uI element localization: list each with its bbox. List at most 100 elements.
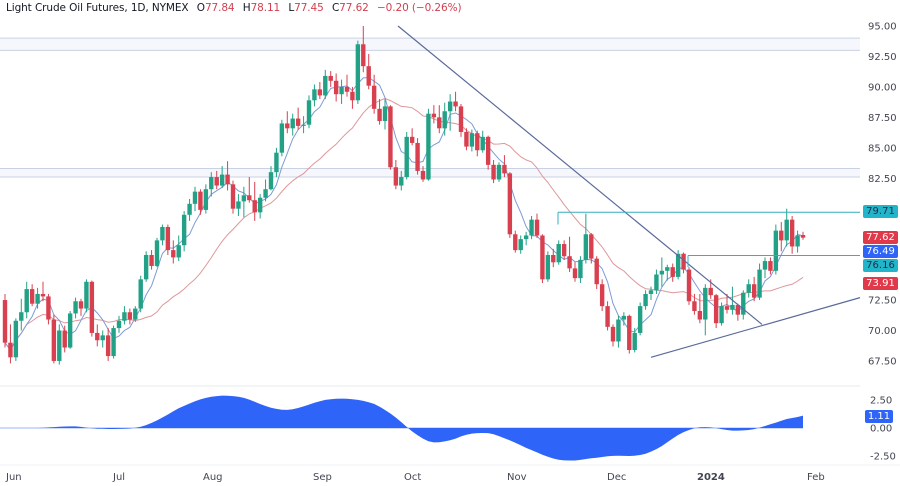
candle-body xyxy=(2,300,8,343)
candle-body xyxy=(637,306,643,333)
candle-body xyxy=(523,235,529,240)
candle-body xyxy=(198,191,203,210)
oscillator-tick-label: 2.50 xyxy=(870,396,892,407)
candle-body xyxy=(67,313,73,348)
price-axis[interactable]: 95.00 92.50 90.00 87.50 85.00 82.50 72.50 70.00… xyxy=(868,22,897,368)
candle-body xyxy=(317,89,323,96)
candle-body xyxy=(361,44,366,67)
trendline-drawings[interactable] xyxy=(397,25,861,358)
resistance-79-71-tag: 79.71 xyxy=(863,205,898,218)
candle-body xyxy=(502,164,507,174)
candle-body xyxy=(209,177,214,190)
candle-body xyxy=(127,312,133,320)
candle-body xyxy=(518,239,523,251)
time-label-jul: Jul xyxy=(112,472,125,483)
ohlc-close: C77.62 xyxy=(331,2,369,14)
oscillator-area xyxy=(5,395,803,461)
candle-body xyxy=(290,118,295,129)
oscillator-pane xyxy=(0,395,803,461)
candle-body xyxy=(665,267,670,271)
candle-body xyxy=(627,315,632,350)
candle-body xyxy=(393,167,399,186)
candle-body xyxy=(344,86,350,92)
candle-body xyxy=(757,269,762,298)
price-tick-label: 67.50 xyxy=(868,356,897,367)
candle-body xyxy=(241,195,247,202)
candle-body xyxy=(225,174,230,185)
candle-body xyxy=(529,219,534,236)
candle-body xyxy=(800,235,806,238)
candle-body xyxy=(84,281,89,309)
ohlc-low: L77.45 xyxy=(288,2,324,14)
oscillator-axis[interactable]: 2.50 0.00 -2.50 xyxy=(870,396,896,463)
candle-body xyxy=(257,197,263,213)
candle-body xyxy=(187,203,192,215)
candle-body xyxy=(762,261,768,270)
candle-body xyxy=(29,289,35,304)
candle-body xyxy=(480,136,485,151)
candle-body xyxy=(741,292,746,315)
candle-body xyxy=(116,320,122,329)
candle-body xyxy=(713,295,719,324)
candle-body xyxy=(453,101,458,107)
candle-body xyxy=(496,164,502,180)
candle-body xyxy=(388,106,393,168)
candle-body xyxy=(708,287,713,296)
candle-body xyxy=(154,240,160,266)
candle-body xyxy=(328,75,333,81)
fast-moving-average-line xyxy=(4,77,804,351)
last-price-tag: 77.62 xyxy=(863,231,898,244)
candle-body xyxy=(475,133,480,151)
ohlc-high: H78.11 xyxy=(242,2,281,14)
candle-body xyxy=(355,44,361,101)
moving-averages xyxy=(4,77,804,351)
candle-body xyxy=(464,131,469,147)
candle-body xyxy=(350,91,355,101)
ascending-trendline[interactable] xyxy=(650,297,861,358)
time-axis[interactable]: Jun Jul Aug Sep Oct Nov Dec 2024 Feb xyxy=(5,472,825,483)
candle-body xyxy=(730,304,735,310)
candle-body xyxy=(274,152,279,173)
candle-body xyxy=(724,306,730,310)
descending-trendline[interactable] xyxy=(397,25,763,325)
candle-body xyxy=(382,106,388,122)
candle-body xyxy=(377,108,382,122)
candle-body xyxy=(442,111,447,129)
level-76-16-tag: 76.16 xyxy=(863,259,898,272)
candle-body xyxy=(426,113,431,180)
candle-body xyxy=(485,136,491,165)
candle-body xyxy=(513,234,518,251)
candle-body xyxy=(773,230,779,271)
ohlc-open: O77.84 xyxy=(196,2,235,14)
candle-body xyxy=(572,268,578,279)
candle-body xyxy=(670,267,675,277)
candlestick-series xyxy=(2,26,806,365)
candle-body xyxy=(295,118,301,126)
candle-body xyxy=(447,101,453,112)
candle-body xyxy=(13,320,19,358)
candle-body xyxy=(621,315,627,320)
candle-body xyxy=(236,201,241,209)
candle-body xyxy=(263,189,268,198)
candle-body xyxy=(610,326,616,342)
candle-body xyxy=(458,106,464,132)
candle-body xyxy=(437,117,442,129)
candle-body xyxy=(301,124,306,126)
candle-body xyxy=(692,301,697,312)
candle-body xyxy=(181,214,187,246)
candle-body xyxy=(551,254,556,263)
candle-body xyxy=(681,253,686,270)
candle-body xyxy=(371,85,377,109)
candle-body xyxy=(219,174,225,186)
price-tick-label: 85.00 xyxy=(868,143,897,154)
oscillator-tick-label: 0.00 xyxy=(870,424,892,435)
candle-body xyxy=(507,173,513,235)
candle-body xyxy=(735,304,741,315)
candle-body xyxy=(160,226,165,241)
candle-body xyxy=(149,254,154,266)
candle-body xyxy=(339,86,344,95)
candle-body xyxy=(686,269,692,302)
time-label-2024: 2024 xyxy=(697,472,725,483)
candle-body xyxy=(719,306,724,324)
